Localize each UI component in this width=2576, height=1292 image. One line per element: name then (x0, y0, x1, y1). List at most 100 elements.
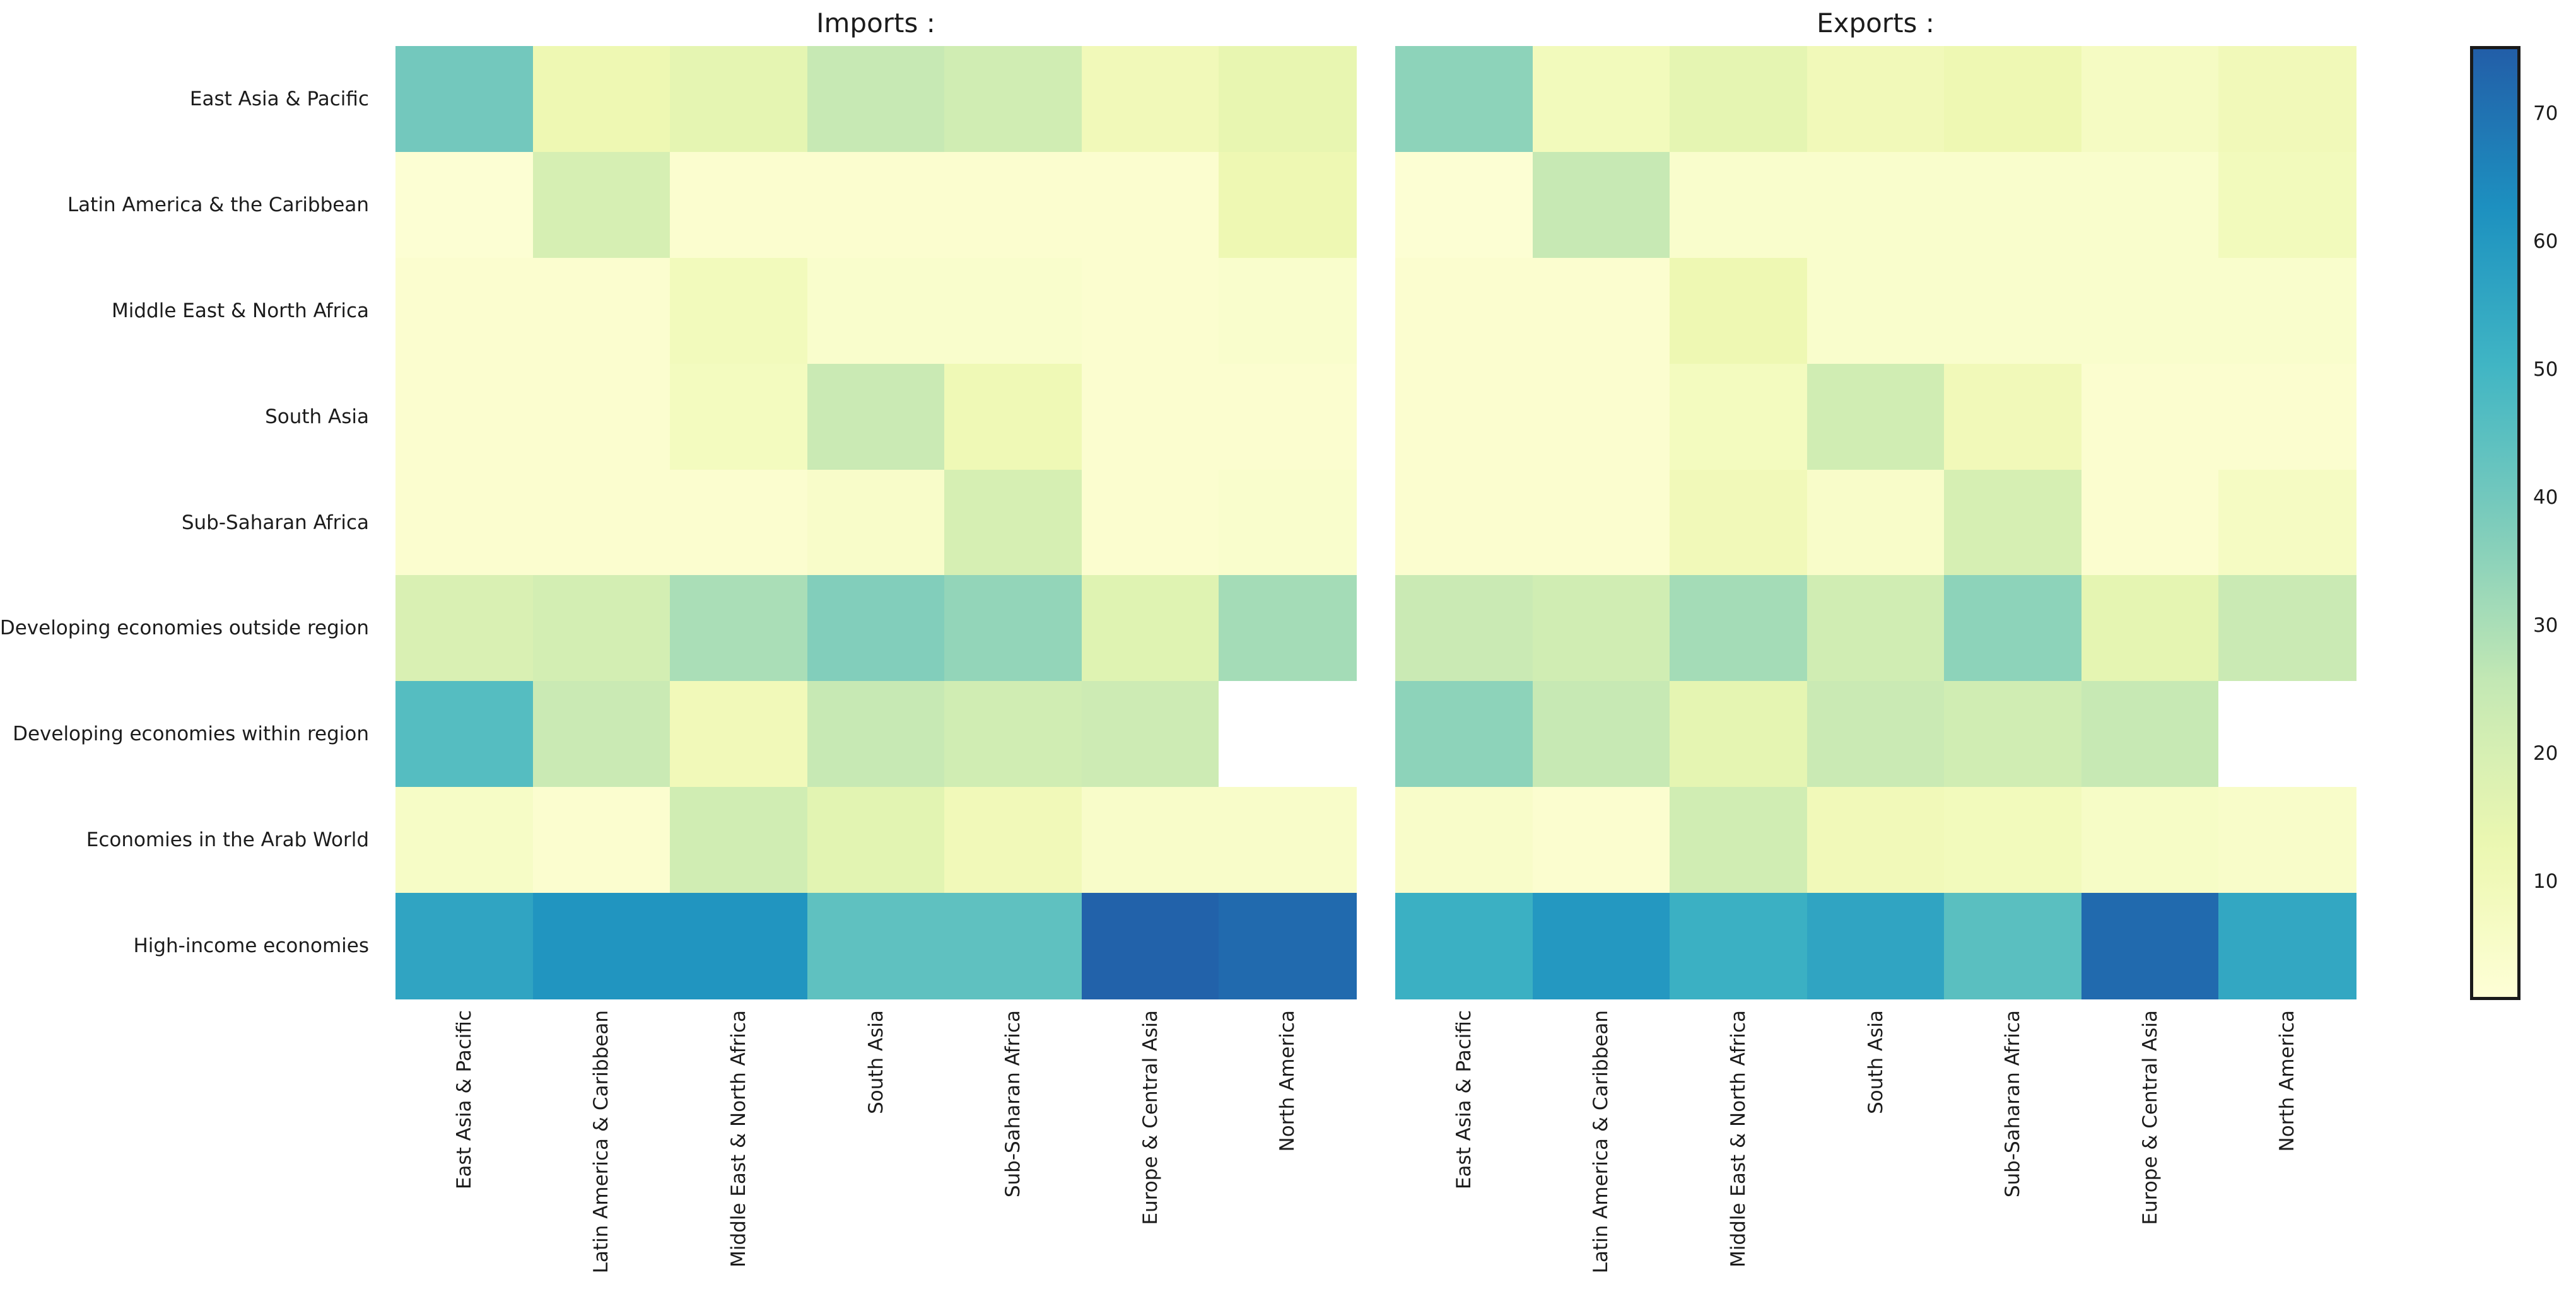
heatmap-cell (395, 893, 534, 999)
y-tick-label: Economies in the Arab World (86, 829, 369, 852)
heatmap-cell (670, 46, 808, 153)
heatmap-cell (1081, 257, 1220, 364)
colorbar-tick-label: 20 (2533, 742, 2558, 765)
x-tick-label: Sub-Saharan Africa (1002, 1010, 1025, 1198)
heatmap-cell (1944, 363, 2082, 470)
heatmap-cell (1219, 363, 1357, 470)
heatmap-cell (2081, 681, 2220, 788)
heatmap-cell (1395, 363, 1533, 470)
heatmap-cell (395, 363, 534, 470)
colorbar-tick-label: 40 (2533, 486, 2558, 509)
heatmap-cell (1944, 681, 2082, 788)
colorbar-tick-label: 30 (2533, 614, 2558, 637)
x-tick-label: Latin America & Caribbean (590, 1010, 613, 1274)
heatmap-cell (1219, 469, 1357, 576)
heatmap-cell (532, 681, 670, 788)
heatmap-cell (1532, 575, 1670, 682)
heatmap-cell (670, 893, 808, 999)
heatmap-cell (395, 681, 534, 788)
heatmap-cell (395, 469, 534, 576)
heatmap-cell (944, 469, 1082, 576)
heatmap-cell (1806, 575, 1945, 682)
y-tick-label: Middle East & North Africa (112, 299, 369, 322)
heatmap-cell (1532, 469, 1670, 576)
x-tick-label: South Asia (864, 1010, 887, 1114)
heatmap-cell (1806, 46, 1945, 153)
heatmap-cell (2218, 469, 2356, 576)
exports-heatmap (1395, 46, 2356, 999)
heatmap-cell (2218, 257, 2356, 364)
heatmap-cell (532, 575, 670, 682)
heatmap-cell (532, 46, 670, 153)
heatmap-cell (1670, 893, 1808, 999)
heatmap-cell (807, 469, 946, 576)
heatmap-cell (1806, 257, 1945, 364)
x-tick-label: East Asia & Pacific (452, 1010, 476, 1190)
heatmap-cell (2218, 681, 2356, 788)
y-tick-label: Sub-Saharan Africa (181, 511, 369, 534)
heatmap-cell (1395, 681, 1533, 788)
heatmap-cell (532, 893, 670, 999)
heatmap-cell (2081, 257, 2220, 364)
heatmap-cell (395, 787, 534, 893)
heatmap-cell (395, 575, 534, 682)
heatmap-cell (944, 151, 1082, 259)
y-tick-label: High-income economies (133, 934, 369, 958)
x-tick-label: Europe & Central Asia (1139, 1010, 1162, 1225)
heatmap-cell (1670, 469, 1808, 576)
heatmap-cell (670, 151, 808, 259)
heatmap-cell (807, 46, 946, 153)
heatmap-cell (670, 681, 808, 788)
heatmap-cell (2218, 151, 2356, 259)
heatmap-cell (944, 257, 1082, 364)
heatmap-cell (1944, 575, 2082, 682)
heatmap-cell (2218, 787, 2356, 893)
heatmap-cell (2081, 787, 2220, 893)
heatmap-cell (1395, 151, 1533, 259)
y-tick-label: South Asia (265, 405, 369, 428)
colorbar-tick-label: 10 (2533, 870, 2558, 893)
heatmap-cell (807, 681, 946, 788)
heatmap-cell (1670, 46, 1808, 153)
heatmap-cell (807, 363, 946, 470)
heatmap-cell (395, 46, 534, 153)
heatmap-cell (670, 363, 808, 470)
colorbar-gradient (2473, 49, 2517, 997)
heatmap-cell (1944, 469, 2082, 576)
heatmap-cell (1219, 151, 1357, 259)
heatmap-cell (395, 257, 534, 364)
heatmap-cell (1395, 46, 1533, 153)
heatmap-cell (1395, 575, 1533, 682)
heatmap-cell (1532, 257, 1670, 364)
heatmap-cell (670, 257, 808, 364)
heatmap-cell (807, 151, 946, 259)
exports-title: Exports : (1817, 8, 1935, 38)
heatmap-cell (1806, 893, 1945, 999)
colorbar-tick-label: 60 (2533, 230, 2558, 253)
heatmap-cell (532, 363, 670, 470)
heatmap-cell (1944, 46, 2082, 153)
heatmap-cell (1670, 151, 1808, 259)
heatmap-cell (1081, 787, 1220, 893)
heatmap-cell (1395, 893, 1533, 999)
heatmap-cell (944, 46, 1082, 153)
x-tick-label: South Asia (1864, 1010, 1887, 1114)
heatmap-cell (807, 893, 946, 999)
heatmap-cell (395, 151, 534, 259)
heatmap-cell (1806, 469, 1945, 576)
heatmap-cell (1806, 787, 1945, 893)
heatmap-cell (1944, 257, 2082, 364)
imports-x-axis-labels: East Asia & Pacific Latin America & Carib… (395, 1010, 1356, 1292)
heatmap-cell (1532, 151, 1670, 259)
heatmap-cell (1081, 151, 1220, 259)
heatmap-cell (1670, 575, 1808, 682)
y-axis-labels: East Asia & Pacific Latin America & the C… (0, 46, 383, 999)
heatmap-cell (1532, 46, 1670, 153)
heatmap-cell (1670, 257, 1808, 364)
imports-heatmap (395, 46, 1357, 999)
heatmap-cell (2081, 46, 2220, 153)
heatmap-cell (1081, 363, 1220, 470)
heatmap-cell (1219, 46, 1357, 153)
heatmap-cell (1395, 257, 1533, 364)
heatmap-cell (1532, 787, 1670, 893)
